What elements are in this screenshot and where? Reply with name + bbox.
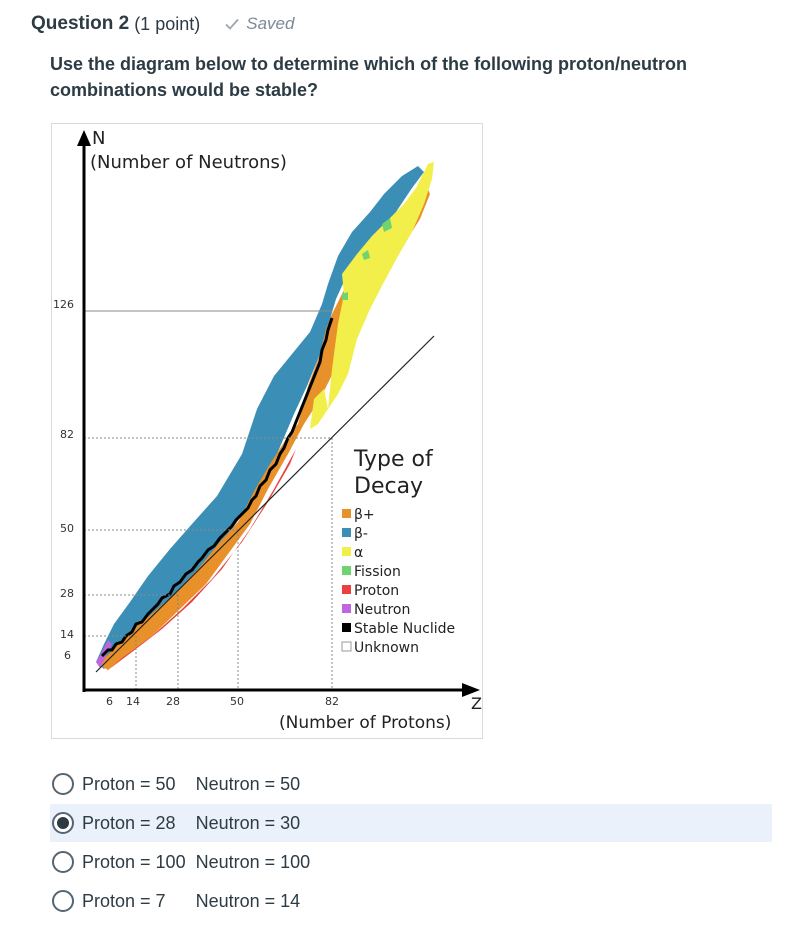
- legend-swatch-alpha: [342, 547, 351, 556]
- saved-text: Saved: [246, 14, 295, 33]
- answer-option-label: Proton = 7 Neutron = 14: [82, 890, 301, 911]
- legend-swatch-stable: [342, 623, 351, 632]
- alpha-band-lower: [310, 389, 328, 429]
- legend-label-unknown: Unknown: [354, 640, 419, 656]
- legend-label-stable: Stable Nuclide: [354, 621, 455, 637]
- legend-swatch-proton: [342, 585, 351, 594]
- y-tick-6: 6: [64, 649, 71, 662]
- x-tick-6: 6: [106, 695, 113, 708]
- legend-swatch-unknown: [341, 641, 352, 652]
- legend-label-beta-minus: β-: [354, 526, 368, 542]
- legend-label-proton: Proton: [354, 583, 399, 599]
- n-equals-z-line: [95, 335, 435, 673]
- answer-option-3[interactable]: Proton = 100 Neutron = 100: [50, 843, 772, 881]
- radio-button-selected[interactable]: [52, 812, 74, 834]
- question-header: Question 2 (1 point) Saved: [31, 10, 294, 38]
- legend-swatch-beta-plus: [342, 509, 351, 518]
- legend-label-beta-plus: β+: [354, 507, 375, 523]
- magic-number-lines: [84, 310, 333, 689]
- legend-label-neutron: Neutron: [354, 602, 410, 618]
- x-axis-letter: Z: [471, 694, 482, 713]
- answer-option-4[interactable]: Proton = 7 Neutron = 14: [50, 882, 772, 920]
- legend-label-fission: Fission: [354, 564, 401, 580]
- y-axis-letter: N: [92, 128, 105, 149]
- decay-bands: [96, 162, 434, 672]
- answer-option-label: Proton = 100 Neutron = 100: [82, 851, 311, 872]
- y-tick-28: 28: [60, 587, 74, 600]
- answer-option-label: Proton = 50 Neutron = 50: [82, 773, 301, 794]
- answer-options: Proton = 50 Neutron = 50 Proton = 28 Neu…: [50, 765, 772, 921]
- legend-swatch-beta-minus: [342, 528, 351, 537]
- question-title: Question 2: [31, 13, 130, 34]
- radio-button[interactable]: [52, 890, 74, 912]
- y-tick-82: 82: [60, 428, 74, 441]
- y-tick-126: 126: [53, 298, 74, 311]
- answer-option-1[interactable]: Proton = 50 Neutron = 50: [50, 765, 772, 803]
- answer-option-label: Proton = 28 Neutron = 30: [82, 812, 301, 833]
- fission-spots: [342, 218, 392, 300]
- x-axis-arrow: [462, 683, 480, 697]
- answer-option-2[interactable]: Proton = 28 Neutron = 30: [50, 804, 772, 842]
- question-text: Use the diagram below to determine which…: [50, 54, 688, 100]
- y-axis-label: (Number of Neutrons): [90, 152, 287, 173]
- legend-label-alpha: α: [354, 545, 363, 561]
- stable-nuclide-line: [100, 317, 334, 658]
- radio-button[interactable]: [52, 773, 74, 795]
- radio-selected-dot: [57, 817, 69, 829]
- y-tick-14: 14: [60, 628, 74, 641]
- checkmark-icon: [225, 18, 239, 30]
- legend-title-line-1: Type of: [353, 447, 434, 472]
- y-axis-arrow: [77, 130, 91, 146]
- saved-status: Saved: [224, 14, 294, 34]
- question-points: (1 point): [134, 13, 201, 34]
- x-axis-label: (Number of Protons): [279, 713, 451, 733]
- radio-button[interactable]: [52, 851, 74, 873]
- alpha-band: [328, 162, 434, 409]
- x-tick-28: 28: [166, 695, 180, 708]
- legend-swatch-neutron: [342, 604, 351, 613]
- x-tick-50: 50: [230, 695, 244, 708]
- legend-title-line-2: Decay: [354, 474, 423, 499]
- beta-minus-band: [96, 166, 424, 669]
- x-tick-82: 82: [325, 695, 339, 708]
- legend-swatch-fission: [342, 566, 351, 575]
- nuclide-chart: N (Number of Neutrons) Z (Number of Prot…: [53, 128, 482, 733]
- x-tick-14: 14: [126, 695, 140, 708]
- legend: Type of Decay β+ β- α Fission Proton Neu…: [341, 447, 455, 656]
- nuclide-chart-figure: N (Number of Neutrons) Z (Number of Prot…: [51, 123, 483, 739]
- y-tick-50: 50: [60, 522, 74, 535]
